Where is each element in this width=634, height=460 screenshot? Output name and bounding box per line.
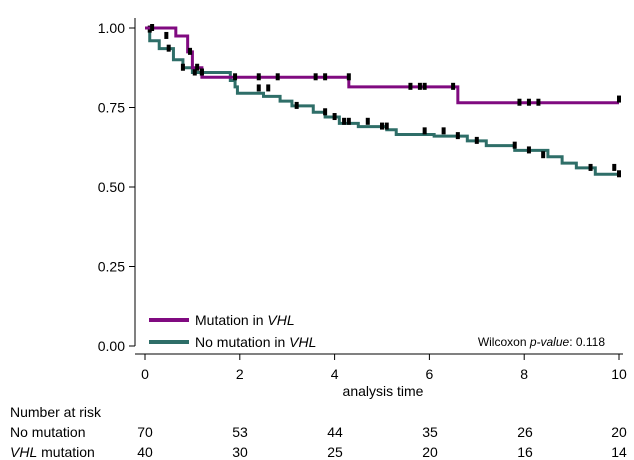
series-layer bbox=[145, 24, 621, 178]
censor-mark-nomutation bbox=[365, 117, 370, 125]
censor-mark-nomutation bbox=[455, 132, 460, 140]
censor-mark-nomutation bbox=[346, 117, 351, 125]
y-tick-label: 0.00 bbox=[98, 338, 125, 354]
censor-mark-nomutation bbox=[617, 170, 621, 178]
censor-mark-mutation bbox=[517, 98, 522, 106]
censor-mark-mutation bbox=[150, 24, 155, 31]
risk-row-label-mutation: VHL mutation bbox=[10, 444, 95, 460]
x-tick-label: 0 bbox=[141, 366, 149, 382]
censor-mark-nomutation bbox=[474, 136, 479, 144]
risk-value: 25 bbox=[327, 444, 343, 460]
censor-mark-nomutation bbox=[526, 146, 531, 154]
x-tick-label: 6 bbox=[426, 366, 434, 382]
risk-value: 16 bbox=[517, 444, 533, 460]
legend: Mutation in VHL No mutation in VHL bbox=[149, 312, 316, 350]
pvalue-annotation: Wilcoxon p-value: 0.118 bbox=[478, 335, 606, 349]
x-tick-label: 10 bbox=[611, 366, 627, 382]
censor-mark-nomutation bbox=[266, 84, 271, 92]
censor-mark-mutation bbox=[346, 73, 351, 81]
x-tick-label: 2 bbox=[236, 366, 244, 382]
censor-mark-nomutation bbox=[180, 63, 185, 71]
censor-mark-mutation bbox=[199, 68, 204, 76]
censor-mark-mutation bbox=[451, 82, 456, 90]
y-tick-label: 1.00 bbox=[98, 20, 125, 36]
risk-value: 53 bbox=[232, 424, 248, 440]
censor-mark-mutation bbox=[164, 31, 169, 39]
censor-mark-mutation bbox=[323, 73, 328, 81]
censor-mark-nomutation bbox=[441, 127, 446, 135]
censor-mark-mutation bbox=[536, 98, 541, 106]
censor-mark-mutation bbox=[526, 98, 531, 106]
axes: 0.00 0.25 0.50 0.75 1.00 0 2 4 6 8 10 analysis ti… bbox=[98, 18, 627, 399]
risk-value: 14 bbox=[611, 444, 627, 460]
censor-mark-nomutation bbox=[422, 127, 427, 135]
censor-mark-nomutation bbox=[541, 151, 546, 159]
risk-value: 26 bbox=[517, 424, 533, 440]
censor-mark-nomutation bbox=[512, 141, 517, 149]
y-tick-label: 0.75 bbox=[98, 100, 125, 116]
x-tick-label: 8 bbox=[520, 366, 528, 382]
censor-mark-mutation bbox=[408, 82, 413, 90]
risk-row-label-nomutation: No mutation bbox=[10, 424, 86, 440]
censor-mark-mutation bbox=[417, 82, 422, 90]
legend-label-nomutation: No mutation in VHL bbox=[195, 334, 316, 350]
censor-mark-nomutation bbox=[256, 84, 261, 92]
risk-value: 20 bbox=[422, 444, 438, 460]
censor-mark-nomutation bbox=[380, 122, 384, 130]
censor-mark-mutation bbox=[256, 73, 261, 81]
censor-mark-nomutation bbox=[166, 44, 171, 52]
censor-mark-mutation bbox=[195, 63, 200, 71]
censor-mark-nomutation bbox=[612, 163, 617, 171]
series-line-mutation bbox=[145, 26, 619, 105]
legend-label-mutation: Mutation in VHL bbox=[195, 312, 295, 328]
censor-mark-mutation bbox=[617, 95, 621, 103]
risk-value: 30 bbox=[232, 444, 248, 460]
censor-mark-nomutation bbox=[192, 68, 197, 76]
risk-value: 35 bbox=[422, 424, 438, 440]
risk-value: 70 bbox=[137, 424, 153, 440]
censor-mark-nomutation bbox=[588, 163, 593, 171]
censor-mark-mutation bbox=[233, 73, 238, 81]
censor-mark-mutation bbox=[422, 82, 427, 90]
censor-mark-nomutation bbox=[323, 108, 328, 116]
censor-mark-nomutation bbox=[342, 117, 347, 125]
risk-value: 20 bbox=[611, 424, 627, 440]
risk-value: 40 bbox=[137, 444, 153, 460]
censor-mark-nomutation bbox=[294, 101, 299, 109]
x-tick-label: 4 bbox=[331, 366, 339, 382]
risk-table-title: Number at risk bbox=[10, 404, 102, 420]
y-tick-label: 0.50 bbox=[98, 179, 125, 195]
censor-mark-mutation bbox=[188, 47, 193, 55]
censor-mark-mutation bbox=[275, 73, 280, 81]
y-tick-label: 0.25 bbox=[98, 259, 125, 275]
x-ticks: 0 2 4 6 8 10 bbox=[141, 354, 627, 382]
risk-value: 44 bbox=[327, 424, 343, 440]
censor-mark-nomutation bbox=[332, 113, 337, 121]
y-ticks: 0.00 0.25 0.50 0.75 1.00 bbox=[98, 20, 135, 354]
censor-mark-mutation bbox=[313, 73, 318, 81]
censor-mark-nomutation bbox=[384, 122, 389, 130]
x-axis-title: analysis time bbox=[343, 383, 424, 399]
